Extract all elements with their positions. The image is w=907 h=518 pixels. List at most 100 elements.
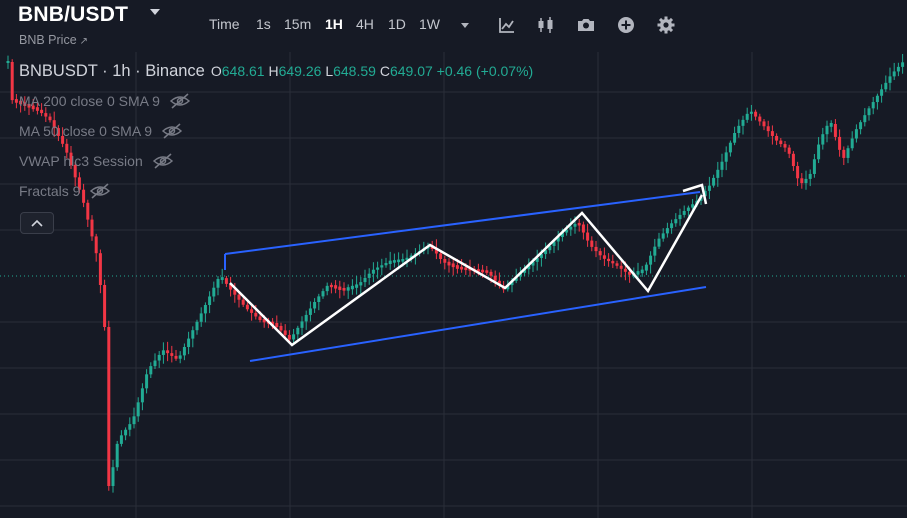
candle-body: [149, 366, 153, 375]
candle-body: [275, 322, 279, 327]
candle-body: [380, 265, 384, 268]
eye-off-icon[interactable]: [161, 123, 183, 139]
channel-lower-line[interactable]: [249, 286, 707, 362]
candle-body: [52, 120, 56, 129]
candle-body: [250, 309, 254, 313]
chart-header: BNB/USDT BNB Price ↗ Time 1s 15m 1H 4H 1D…: [0, 0, 907, 52]
interval-4h[interactable]: 4H: [356, 16, 374, 32]
eye-off-icon[interactable]: [89, 183, 111, 199]
candle-body: [875, 95, 879, 103]
channel-upper-line[interactable]: [224, 191, 701, 255]
interval-1h[interactable]: 1H: [325, 16, 343, 32]
symbol-dropdown-icon[interactable]: [150, 9, 160, 15]
candle-body: [342, 287, 346, 291]
low-label: L: [325, 63, 334, 79]
candle-body: [187, 338, 191, 347]
interval-1d[interactable]: 1D: [388, 16, 406, 32]
candle-body: [31, 105, 35, 110]
arrow-head-icon: [682, 183, 708, 205]
candle-body: [451, 263, 455, 268]
candle-body: [775, 135, 779, 141]
candle-body: [623, 268, 627, 272]
candle-body: [901, 62, 905, 67]
interval-15m[interactable]: 15m: [284, 16, 312, 32]
indicator-fractals[interactable]: Fractals 9: [19, 183, 111, 199]
candle-body: [741, 119, 745, 126]
chevron-up-icon: [31, 219, 43, 227]
candle-body: [40, 109, 44, 114]
add-icon[interactable]: [616, 15, 636, 35]
candle-body: [262, 319, 266, 323]
eye-off-icon[interactable]: [152, 153, 174, 169]
candle-body: [94, 236, 98, 254]
candle-body: [296, 327, 300, 335]
candle-body: [128, 424, 132, 430]
candle-body: [287, 334, 291, 340]
candle-body: [552, 241, 556, 246]
candle-body: [405, 257, 409, 261]
candle-body: [825, 125, 829, 135]
candle-body: [392, 260, 396, 263]
candle-body: [821, 134, 825, 145]
zigzag-path[interactable]: [229, 183, 708, 347]
candle-body: [485, 270, 489, 273]
candle-body: [586, 232, 590, 241]
candle-body: [434, 248, 438, 254]
candle-body: [409, 255, 413, 258]
camera-icon[interactable]: [576, 15, 596, 35]
indicator-ma-50[interactable]: MA 50 close 0 SMA 9: [19, 123, 183, 139]
high-value: 649.26: [278, 63, 322, 79]
candle-body: [657, 238, 661, 247]
interval-1w[interactable]: 1W: [419, 16, 440, 32]
ascending-channel[interactable]: [224, 191, 707, 362]
candle-body: [119, 435, 123, 444]
symbol-subtitle[interactable]: BNB Price ↗: [19, 33, 88, 47]
candle-body: [636, 271, 640, 275]
candle-body: [544, 250, 548, 255]
candle-body: [594, 246, 598, 252]
candle-body: [565, 229, 569, 233]
settings-icon[interactable]: [656, 15, 676, 35]
candle-body: [829, 123, 833, 127]
candle-body: [607, 258, 611, 262]
candle-body: [313, 302, 317, 309]
candle-body: [363, 277, 367, 283]
candle-body: [140, 388, 144, 403]
candle-body: [161, 350, 165, 355]
candle-body: [82, 189, 86, 203]
interval-time[interactable]: Time: [209, 16, 240, 32]
zigzag-line[interactable]: [229, 194, 704, 347]
candle-body: [770, 131, 774, 136]
candle-body: [292, 334, 296, 340]
candle-style-icon[interactable]: [536, 15, 556, 35]
candle-body: [346, 287, 350, 291]
candle-body: [245, 304, 249, 310]
candle-body: [61, 135, 65, 144]
candle-body: [808, 173, 812, 179]
close-label: C: [379, 63, 390, 79]
candle-body: [191, 330, 195, 339]
indicator-vwap[interactable]: VWAP hlc3 Session: [19, 153, 174, 169]
candle-body: [766, 126, 770, 132]
legend-title: BNBUSDT · 1h · Binance: [19, 62, 205, 80]
candle-body: [86, 202, 90, 220]
eye-off-icon[interactable]: [169, 93, 191, 109]
candle-body: [527, 265, 531, 270]
candle-body: [833, 124, 837, 137]
external-link-icon: ↗: [79, 36, 89, 47]
interval-1s[interactable]: 1s: [256, 16, 271, 32]
symbol-title[interactable]: BNB/USDT: [18, 3, 129, 26]
indicators-icon[interactable]: [497, 15, 517, 35]
candle-body: [880, 89, 884, 96]
candle-body: [615, 263, 619, 266]
candle-body: [653, 246, 657, 256]
candle-body: [153, 360, 157, 367]
collapse-indicators-button[interactable]: [20, 212, 54, 234]
candle-body: [749, 111, 753, 114]
candle-body: [481, 269, 485, 273]
candle-body: [77, 177, 81, 190]
interval-dropdown-icon[interactable]: [461, 23, 469, 28]
candle-body: [569, 226, 573, 230]
indicator-ma-200[interactable]: MA 200 close 0 SMA 9: [19, 93, 191, 109]
